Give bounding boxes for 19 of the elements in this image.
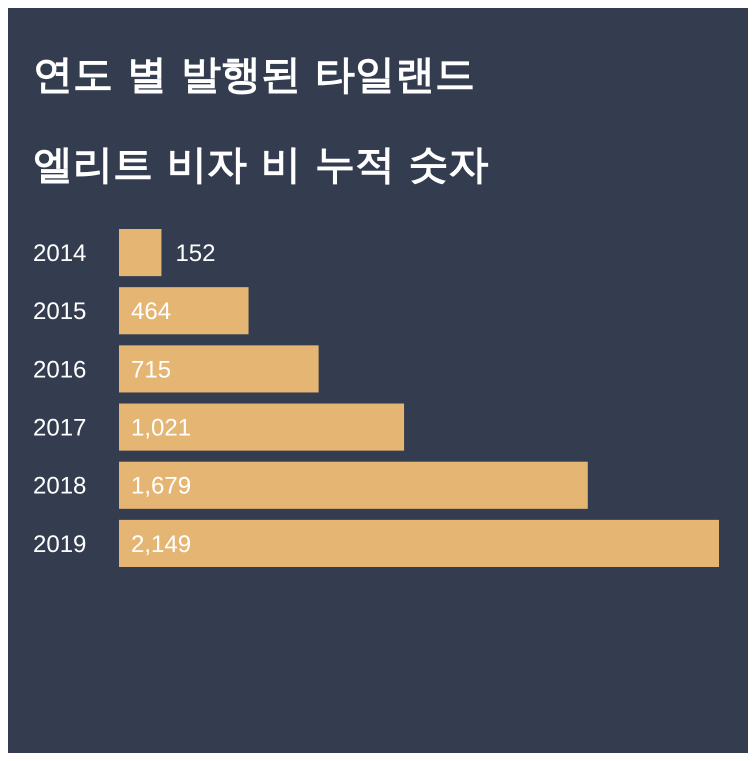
chart-title: 연도 별 발행된 타일랜드 엘리트 비자 비 누적 숫자 [33,52,489,188]
y-tick-label: 2018 [33,472,86,500]
bar [119,462,588,509]
bar [119,345,319,392]
bar [119,520,719,567]
data-label: 715 [131,356,172,384]
data-label: 464 [131,298,172,326]
y-tick-label: 2019 [33,530,86,558]
bar [119,404,404,451]
data-label: 1,679 [131,472,192,500]
bar [119,287,249,334]
y-tick-label: 2016 [33,356,86,384]
data-label: 1,021 [131,414,192,442]
data-label: 152 [175,240,216,267]
y-tick-label: 2017 [33,414,86,442]
y-tick-label: 2014 [33,240,86,267]
bar [119,229,162,276]
y-tick-label: 2015 [33,298,86,326]
data-label: 2,149 [131,530,192,558]
